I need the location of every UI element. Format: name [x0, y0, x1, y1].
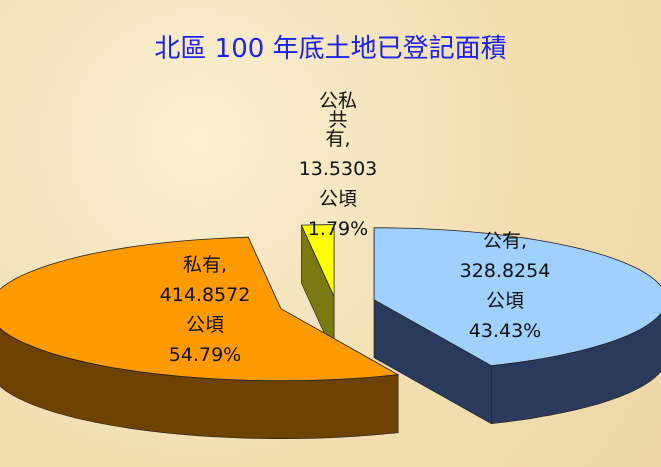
data-label: 公私共有, 13.5303 公頃 1.79%	[268, 92, 408, 250]
label-line: 公頃	[185, 314, 224, 336]
slice	[300, 224, 335, 355]
chart-title: 北區 100 年底土地已登記面積	[154, 34, 507, 64]
label-line: 1.79%	[307, 218, 369, 240]
label-line: 公有,	[482, 230, 528, 252]
label-line: 公頃	[485, 290, 524, 312]
slice	[0, 236, 400, 440]
slice-top	[0, 236, 400, 382]
label-line: 54.79%	[168, 344, 242, 366]
data-label: 公有, 328.8254 公頃 43.43%	[435, 232, 575, 352]
data-label: 私有, 414.8572 公頃 54.79%	[135, 256, 275, 376]
label-line: 43.43%	[468, 320, 542, 342]
slice	[373, 227, 661, 425]
label-line: 私有,	[182, 254, 228, 276]
label-line: 328.8254	[459, 260, 551, 282]
label-line: 公私共有,	[318, 90, 357, 150]
slice-top	[300, 224, 335, 297]
label-line: 公頃	[318, 188, 357, 210]
label-line: 414.8572	[159, 284, 251, 306]
slice-top	[373, 227, 661, 367]
label-line: 13.5303	[298, 158, 378, 180]
